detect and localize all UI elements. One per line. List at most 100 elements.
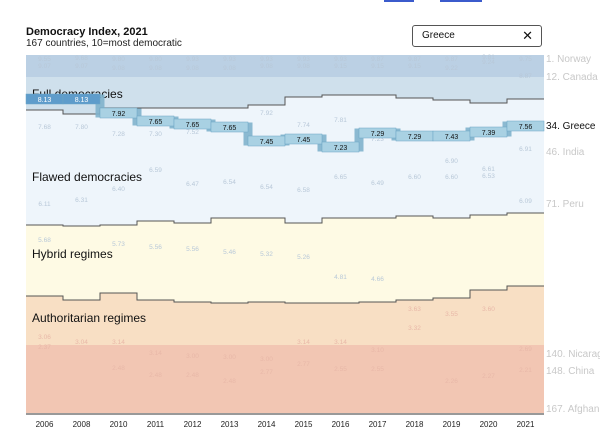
country-rank-label: 148. China — [546, 366, 595, 377]
country-rank-label: 12. Canada — [546, 72, 598, 83]
faint-value-label: 9.15 — [408, 63, 421, 70]
greece-value-label: 8.13 — [75, 97, 89, 104]
x-tick-label: 2015 — [295, 420, 313, 429]
greece-value-label: 7.23 — [334, 145, 348, 152]
x-tick-label: 2006 — [36, 420, 54, 429]
faint-value-label: 2.37 — [38, 344, 51, 351]
top-link[interactable] — [384, 0, 414, 2]
faint-value-label: 7.68 — [38, 124, 51, 131]
faint-value-label: 9.80 — [149, 56, 162, 63]
faint-value-label: 9.08 — [186, 65, 199, 72]
faint-value-label: 3.60 — [482, 306, 495, 313]
faint-value-label: 9.15 — [371, 63, 384, 70]
faint-value-label: 2.48 — [112, 365, 125, 372]
greece-value-cell — [62, 93, 101, 105]
faint-value-label: 3.06 — [38, 334, 51, 341]
faint-value-label: 3.00 — [223, 354, 236, 361]
faint-value-label: 3.32 — [408, 325, 421, 332]
x-tick-label: 2019 — [443, 420, 461, 429]
faint-value-label: 2.77 — [260, 369, 273, 376]
faint-value-label: 9.15 — [334, 63, 347, 70]
faint-value-label: 5.46 — [223, 249, 236, 256]
faint-value-label: 3.00 — [186, 353, 199, 360]
faint-value-label: 2.26 — [445, 378, 458, 385]
faint-value-label: 9.24 — [482, 59, 495, 66]
search-value: Greece — [422, 30, 455, 41]
faint-value-label: 3.14 — [149, 350, 162, 357]
country-search-input[interactable]: Greece ✕ — [412, 25, 542, 47]
faint-value-label: 5.32 — [260, 251, 273, 258]
faint-value-label: 3.14 — [334, 339, 347, 346]
regime-label: Hybrid regimes — [32, 247, 113, 261]
faint-value-label: 8.87 — [519, 73, 532, 80]
x-tick-label: 2011 — [147, 420, 165, 429]
faint-value-label: 6.40 — [112, 186, 125, 193]
faint-value-label: 9.87 — [408, 56, 421, 63]
faint-value-label: 7.74 — [297, 122, 310, 129]
faint-value-label: 6.58 — [297, 187, 310, 194]
faint-value-label: 9.68 — [75, 55, 88, 62]
greece-value-label: 7.43 — [445, 134, 459, 141]
faint-value-label: 3.55 — [445, 311, 458, 318]
faint-value-label: 6.61 — [482, 166, 495, 173]
x-tick-label: 2013 — [221, 420, 239, 429]
country-rank-label: 46. India — [546, 147, 585, 158]
band-flawed-democracies — [26, 95, 544, 226]
faint-value-label: 9.08 — [112, 65, 125, 72]
greece-value-label: 7.29 — [408, 134, 422, 141]
faint-value-label: 9.93 — [260, 56, 273, 63]
x-tick-label: 2012 — [184, 420, 202, 429]
faint-value-label: 6.60 — [408, 174, 421, 181]
faint-value-label: 7.81 — [334, 117, 347, 124]
faint-value-label: 5.56 — [149, 244, 162, 251]
greece-value-label: 7.56 — [519, 124, 533, 131]
country-rank-label: 167. Afghanistan — [546, 404, 600, 415]
faint-value-label: 2.27 — [482, 373, 495, 380]
faint-value-label: 9.55 — [38, 56, 51, 63]
top-link[interactable] — [440, 0, 482, 2]
faint-value-label: 9.08 — [223, 65, 236, 72]
faint-value-label: 5.56 — [186, 246, 199, 253]
faint-value-label: 2.69 — [519, 346, 532, 353]
band-hybrid-regimes — [26, 213, 544, 303]
country-rank-label: 34. Greece — [546, 121, 596, 132]
faint-value-label: 7.28 — [112, 131, 125, 138]
faint-value-label: 7.23 — [371, 136, 384, 143]
band-authoritarian-regimes — [26, 286, 544, 413]
greece-value-cell — [506, 120, 545, 132]
x-tick-label: 2014 — [258, 420, 276, 429]
greece-value-cell — [99, 107, 138, 119]
greece-value-label: 7.92 — [112, 111, 126, 118]
x-tick-label: 2008 — [73, 420, 91, 429]
faint-value-label: 9.08 — [297, 63, 310, 70]
faint-value-label: 5.68 — [38, 237, 51, 244]
faint-value-label: 6.65 — [334, 174, 347, 181]
greece-value-cell — [469, 126, 508, 138]
greece-value-label: 7.65 — [149, 119, 163, 126]
faint-value-label: 2.21 — [519, 367, 532, 374]
faint-value-label: 9.75 — [519, 56, 532, 63]
chart-title: Democracy Index, 2021 — [26, 26, 148, 38]
country-rank-label: 71. Peru — [546, 199, 584, 210]
clear-search-icon[interactable]: ✕ — [522, 28, 533, 43]
country-rank-label: 1. Norway — [546, 54, 591, 65]
greece-value-label: 7.65 — [223, 125, 237, 132]
x-tick-label: 2017 — [369, 420, 387, 429]
faint-value-label: 6.31 — [75, 197, 88, 204]
faint-value-label: 9.22 — [445, 65, 458, 72]
faint-value-label: 7.92 — [260, 110, 273, 117]
faint-value-label: 4.66 — [371, 276, 384, 283]
faint-value-label: 5.73 — [112, 241, 125, 248]
faint-value-label: 6.59 — [149, 167, 162, 174]
faint-value-label: 6.54 — [223, 179, 236, 186]
faint-value-label: 6.11 — [38, 201, 51, 208]
faint-value-label: 5.26 — [297, 254, 310, 261]
faint-value-label: 3.04 — [75, 339, 88, 346]
faint-value-label: 3.14 — [297, 339, 310, 346]
x-tick-label: 2018 — [406, 420, 424, 429]
faint-value-label: 6.90 — [445, 158, 458, 165]
faint-value-label: 6.60 — [445, 174, 458, 181]
faint-value-label: 2.48 — [186, 372, 199, 379]
greece-value-label: 7.29 — [371, 131, 385, 138]
